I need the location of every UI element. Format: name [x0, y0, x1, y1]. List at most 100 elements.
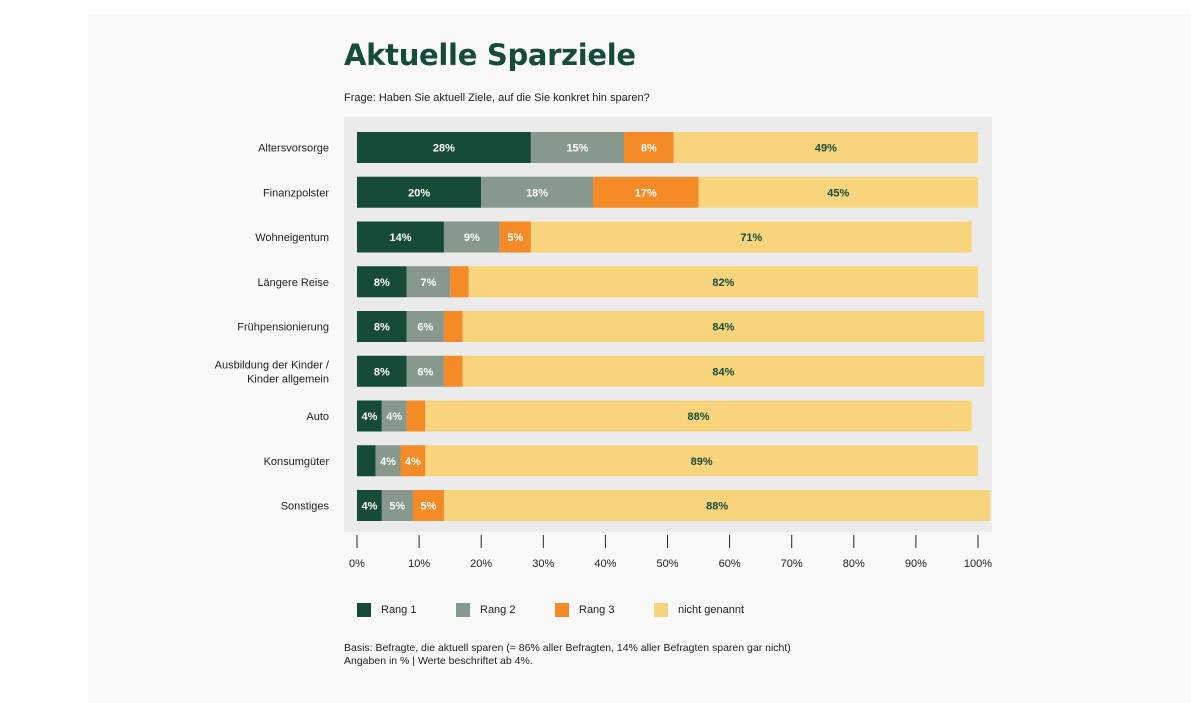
x-axis-tick-label: 90% [905, 558, 927, 570]
bar-segment-rang-3 [406, 400, 426, 432]
bar-value-label: 9% [464, 232, 480, 244]
bar-segment-rang-1 [357, 400, 382, 432]
bar-segment-nicht-genannt [462, 355, 985, 387]
bar-segment-rang-1 [357, 490, 382, 521]
bar-segment-rang-3 [592, 176, 699, 208]
x-axis-tick-label: 40% [594, 558, 616, 570]
bar-value-label: 20% [408, 187, 430, 199]
stacked-bar-chart: Altersvorsorge 28% 15% 8% 49% Finanzpolster 20… [215, 117, 992, 570]
chart-legend: Rang 1 Rang 2 Rang 3 nicht genannt [357, 603, 753, 617]
x-axis-tick-label: 60% [719, 558, 741, 570]
bar-value-label: 88% [706, 501, 728, 513]
bar-segment-rang-2 [481, 176, 593, 208]
bar-value-label: 5% [389, 501, 405, 513]
bar-segment-rang-3 [400, 445, 426, 477]
bar-value-label: 8% [374, 322, 390, 334]
chart-subtitle: Frage: Haben Sie aktuell Ziele, auf die … [344, 92, 650, 104]
bar-segment-rang-3 [624, 132, 674, 163]
bar-segment-rang-3 [450, 266, 469, 298]
bar-row-auto: Auto 4% 4% 88% [306, 400, 972, 432]
footnote: Basis: Befragte, die aktuell sparen (= 8… [344, 642, 791, 668]
bar-segment-nicht-genannt [673, 132, 978, 163]
bar-row-längere-reise: Längere Reise 8% 7% 82% [257, 266, 978, 298]
bar-value-label: 4% [386, 411, 402, 423]
x-axis-tick-label: 10% [408, 558, 430, 570]
bar-value-label: 8% [641, 143, 657, 155]
category-label: Auto [306, 411, 329, 423]
bar-value-label: 84% [712, 322, 734, 334]
x-axis-tick-label: 70% [781, 558, 803, 570]
bar-segment-rang-1 [357, 266, 407, 298]
x-axis-tick-label: 100% [964, 558, 992, 570]
bar-segment-nicht-genannt [425, 400, 972, 432]
bar-segment-rang-1 [357, 311, 407, 342]
category-label: Wohneigentum [255, 232, 329, 244]
bar-row-frühpensionierung: Frühpensionierung 8% 6% 84% [237, 311, 985, 342]
bar-segment-rang-2 [406, 355, 444, 387]
bar-value-label: 6% [417, 322, 433, 334]
bar-segment-rang-3 [499, 221, 531, 253]
category-label: Ausbildung der Kinder / Kinder allgemein [215, 359, 330, 385]
bar-value-label: 88% [688, 411, 710, 423]
bar-segment-rang-2 [406, 266, 451, 298]
category-label: Konsumgüter [264, 456, 330, 468]
bar-segment-rang-3 [412, 490, 444, 521]
legend-item-rang-3: Rang 3 [555, 603, 654, 617]
bar-value-label: 4% [405, 456, 421, 468]
bar-value-label: 8% [374, 277, 390, 289]
bar-segment-rang-3 [443, 355, 463, 387]
bar-row-ausbildung-der-kinder-kinder-allgemein: Ausbildung der Kinder / Kinder allgemein 8… [215, 355, 985, 387]
legend-label-rang-2: Rang 2 [480, 604, 516, 616]
bar-value-label: 18% [526, 187, 548, 199]
x-axis-tick-label: 20% [470, 558, 492, 570]
footnote-note: Angaben in % | Werte beschriftet ab 4%. [344, 655, 533, 667]
bar-value-label: 82% [712, 277, 734, 289]
bar-segment-rang-1 [357, 221, 444, 253]
category-label: Altersvorsorge [258, 143, 329, 155]
bar-segment-rang-1 [357, 445, 376, 477]
bar-row-wohneigentum: Wohneigentum 14% 9% 5% 71% [255, 221, 972, 253]
bar-segment-nicht-genannt [462, 311, 985, 342]
bar-row-altersvorsorge: Altersvorsorge 28% 15% 8% 49% [258, 132, 978, 163]
bar-value-label: 8% [374, 366, 390, 378]
bar-segment-nicht-genannt [443, 490, 991, 521]
bar-value-label: 17% [635, 187, 657, 199]
bar-value-label: 15% [566, 143, 588, 155]
bar-segment-rang-2 [375, 445, 401, 477]
legend-swatch-rang-3 [555, 603, 569, 617]
legend-swatch-nicht-genannt [654, 603, 668, 617]
bar-segment-rang-1 [357, 176, 482, 208]
bar-segment-rang-3 [443, 311, 463, 342]
bar-value-label: 4% [361, 501, 377, 513]
category-label: Längere Reise [257, 277, 329, 289]
x-axis-tick-label: 80% [843, 558, 865, 570]
category-label: Sonstiges [281, 501, 330, 513]
x-axis-tick-label: 0% [349, 558, 365, 570]
legend-label-rang-1: Rang 1 [381, 604, 417, 616]
legend-item-rang-2: Rang 2 [456, 603, 555, 617]
legend-label-nicht-genannt: nicht genannt [678, 604, 745, 616]
category-label: Finanzpolster [263, 187, 329, 199]
bar-segment-nicht-genannt [468, 266, 978, 298]
bar-value-label: 49% [815, 143, 837, 155]
x-axis-tick-label: 30% [532, 558, 554, 570]
bar-value-label: 45% [827, 187, 849, 199]
legend-label-rang-3: Rang 3 [579, 604, 615, 616]
bar-value-label: 5% [507, 232, 523, 244]
bar-segment-nicht-genannt [698, 176, 978, 208]
bar-value-label: 7% [420, 277, 436, 289]
bar-segment-nicht-genannt [425, 445, 978, 477]
bar-value-label: 4% [380, 456, 396, 468]
bar-row-finanzpolster: Finanzpolster 20% 18% 17% 45% [263, 176, 978, 208]
bar-value-label: 71% [740, 232, 762, 244]
footnote-basis: Basis: Befragte, die aktuell sparen (= 8… [344, 642, 791, 654]
bar-row-konsumgüter: Konsumgüter 4% 4% 89% [264, 445, 978, 477]
bar-row-sonstiges: Sonstiges 4% 5% 5% 88% [281, 490, 991, 521]
bar-segment-rang-1 [357, 355, 407, 387]
bar-segment-rang-2 [406, 311, 444, 342]
chart-title: Aktuelle Sparziele [344, 38, 636, 72]
bar-segment-rang-1 [357, 132, 531, 163]
bar-value-label: 28% [433, 143, 455, 155]
legend-swatch-rang-1 [357, 603, 371, 617]
x-axis-tick-label: 50% [656, 558, 678, 570]
